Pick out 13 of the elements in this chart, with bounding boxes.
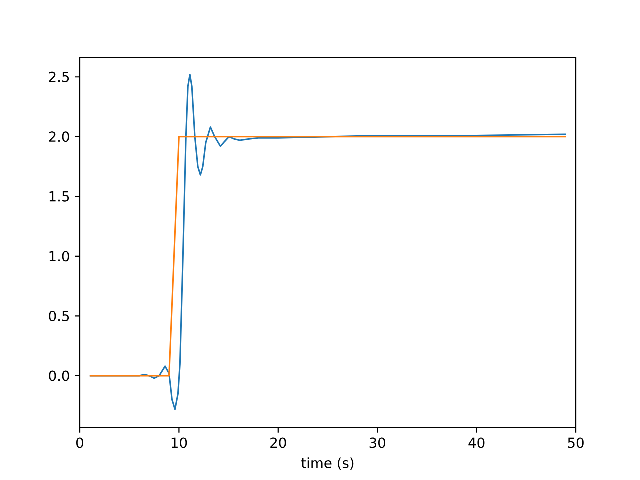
y-tick-label: 2.5: [49, 72, 70, 82]
x-tick-label: 50: [568, 438, 584, 448]
x-tick-label: 40: [468, 438, 485, 448]
y-tick-label: 1.5: [50, 192, 70, 202]
x-tick-label: 0: [76, 438, 84, 448]
y-tick-label: 0.5: [49, 310, 70, 322]
x-tick-label: 10: [172, 438, 188, 448]
y-tick-label: 0.0: [49, 370, 70, 382]
y-tick-label: 1.0: [50, 251, 70, 262]
x-tick-label: 30: [370, 438, 386, 448]
y-tick-label: 2.0: [49, 132, 70, 142]
x-tick-label: 20: [270, 438, 286, 448]
x-axis-title: time (s): [302, 458, 354, 470]
